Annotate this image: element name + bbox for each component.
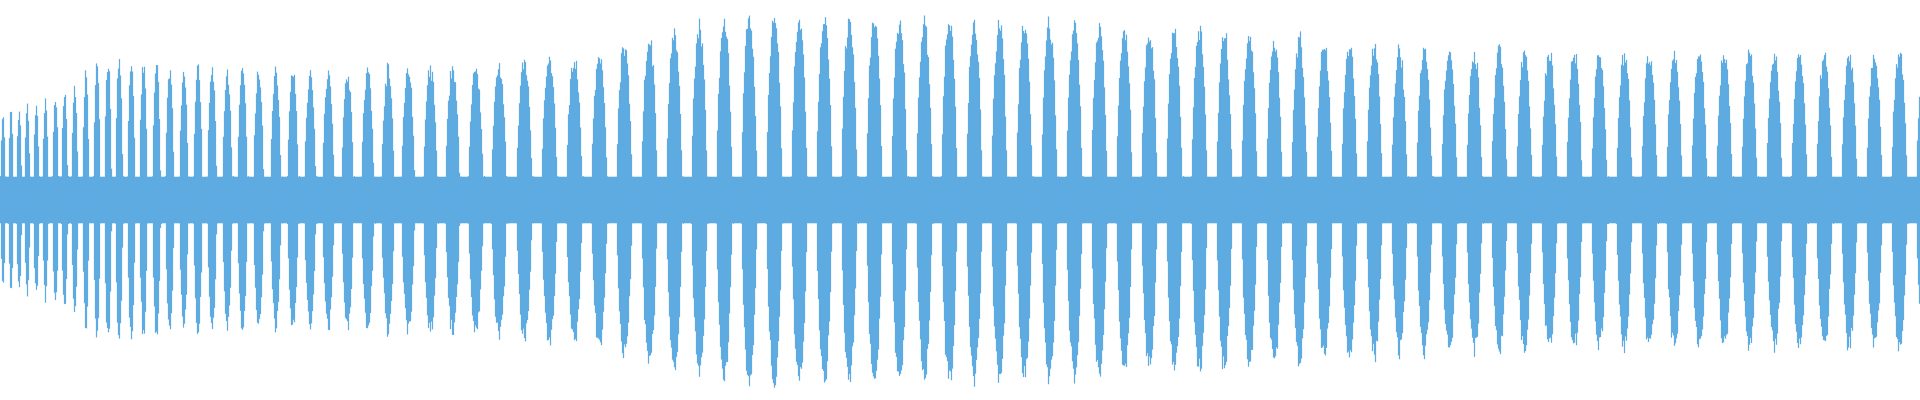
waveform-pulse [1415, 47, 1435, 360]
waveform-pulse [515, 59, 535, 342]
waveform-pulse [715, 18, 735, 382]
waveform-pulse [1115, 30, 1135, 367]
waveform-pulse [790, 19, 810, 381]
waveform-pulse [23, 103, 32, 297]
waveform-pulse [7, 111, 15, 289]
waveform-pulse [1040, 16, 1060, 385]
waveform-pulse [640, 40, 660, 364]
waveform-pulse [60, 94, 70, 305]
waveform-pulse [81, 70, 91, 329]
waveform-pulse [164, 70, 176, 330]
waveform-pulse [192, 64, 205, 334]
waveform-pulse [178, 71, 191, 328]
waveform-pulse [1865, 54, 1885, 348]
waveform-pulse [1340, 47, 1360, 358]
waveform-pulse [1215, 33, 1235, 370]
waveform-pulse [51, 102, 61, 301]
waveform-pulse [1690, 54, 1710, 348]
waveform-pulse [236, 68, 250, 330]
waveform-pulse [467, 68, 486, 333]
waveform-pulse [1590, 55, 1610, 351]
waveform-pulse [1465, 51, 1485, 357]
waveform-pulse [1490, 44, 1510, 355]
waveform-pulse [990, 19, 1010, 383]
waveform-pulse [340, 76, 356, 331]
waveform-pulse [740, 15, 760, 387]
waveform-pulse [303, 70, 319, 330]
waveform-pulse [1765, 53, 1785, 353]
waveform-pulse [1440, 51, 1460, 348]
waveform-pulse [151, 65, 163, 335]
waveform-pulse [286, 74, 301, 326]
waveform-pulse [490, 63, 510, 340]
waveform-pulse [1290, 31, 1310, 367]
waveform-pulse [1065, 20, 1085, 384]
waveform-pulse [41, 98, 50, 303]
waveform-pulse [269, 66, 284, 333]
waveform-pulse [444, 66, 463, 335]
waveform-pulse [690, 18, 710, 377]
waveform-pulse [1240, 36, 1260, 367]
waveform-pulse [765, 18, 785, 388]
waveform-pulse [1515, 50, 1535, 353]
waveform-pulse [1915, 96, 1920, 304]
waveform-pulse [915, 15, 935, 380]
waveform-pulse [1315, 47, 1335, 356]
waveform-pulse [565, 60, 585, 342]
waveform-pulse [965, 19, 985, 387]
waveform-pulse [1165, 28, 1185, 371]
waveform-pulse [815, 17, 835, 383]
waveform-pulse [221, 69, 235, 331]
waveform-pulse [865, 22, 885, 379]
waveform-pulse [1640, 56, 1660, 342]
waveform-pulse [32, 105, 41, 290]
waveform-pulse [1890, 52, 1910, 352]
waveform-pulse [70, 85, 80, 312]
waveform-pulse [1090, 23, 1110, 377]
waveform-pulse [1140, 37, 1160, 366]
waveform-pulse [15, 111, 24, 288]
waveform-pulse [590, 57, 610, 346]
waveform-pulse [252, 71, 266, 324]
waveform-pulse [138, 66, 150, 335]
waveform-pulse [1715, 55, 1735, 344]
waveform-pulse [665, 28, 685, 371]
waveform-pulse [1390, 44, 1410, 360]
waveform-pulse [0, 117, 7, 283]
waveform-pulse [1540, 52, 1560, 343]
waveform-pulse [615, 47, 635, 359]
waveform-pulse [1615, 53, 1635, 354]
waveform-pulse [114, 59, 125, 339]
waveform-pulse [126, 66, 137, 340]
waveform-pulse [92, 63, 102, 338]
waveform-pulse [890, 20, 910, 376]
waveform-pulse [1015, 25, 1035, 378]
waveform-pulse [380, 62, 397, 337]
waveform-pulse [1265, 40, 1285, 359]
waveform-pulse [940, 24, 960, 381]
waveform-pulse [1840, 54, 1860, 351]
waveform-pulse [1790, 54, 1810, 348]
waveform-pulse [1665, 50, 1685, 346]
waveform-pulse [400, 68, 418, 335]
waveform-pulse [840, 18, 860, 382]
waveform-pulse [206, 67, 219, 329]
waveform-pulse [1740, 49, 1760, 351]
waveform-pulse [1815, 52, 1835, 342]
waveform-pulse [1365, 43, 1385, 363]
waveform-pulse [360, 67, 377, 329]
waveform-pulse [103, 68, 114, 333]
waveform-pulse [1565, 54, 1585, 346]
waveform-pulse [321, 70, 337, 331]
waveform-pulse [540, 56, 560, 346]
waveform-pulse [1190, 25, 1210, 372]
waveform-pulse [422, 65, 440, 332]
